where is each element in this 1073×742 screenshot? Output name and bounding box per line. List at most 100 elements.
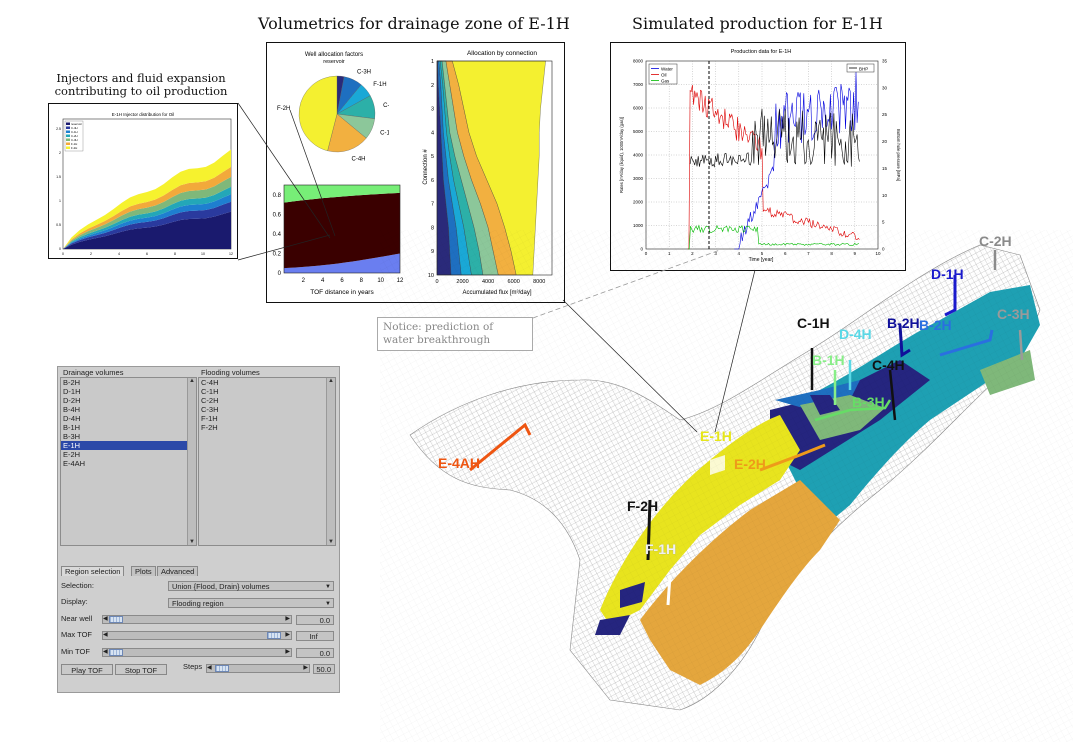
well-label-e2h: E-2H — [734, 456, 766, 472]
injector-ytick: 2.5 — [56, 127, 61, 131]
steps-value[interactable]: 50.0 — [313, 664, 335, 674]
near-well-value[interactable]: 0.0 — [296, 615, 334, 625]
selection-dropdown[interactable]: Union {Flood, Drain} volumes ▼ — [168, 581, 334, 591]
injector-area-4 — [63, 176, 231, 249]
tab-plots[interactable]: Plots — [131, 566, 156, 576]
min-tof-value[interactable]: 0.0 — [296, 648, 334, 658]
tof-xtick: 4 — [321, 278, 325, 284]
flooding-list-item[interactable]: C-4H — [201, 378, 219, 387]
tab-region-selection[interactable]: Region selection — [61, 566, 125, 576]
max-tof-label: Max TOF — [61, 630, 92, 639]
drainage-list-item[interactable]: E-2H — [63, 450, 81, 459]
drainage-list-item[interactable]: B-3H — [63, 432, 81, 441]
injector-legend-swatch — [66, 142, 70, 145]
production-ytick-right: 25 — [882, 112, 888, 117]
production-ytick-right: 35 — [882, 59, 888, 64]
flooding-list-item[interactable]: C-3H — [201, 405, 219, 414]
injector-figure: E-1H Injector distribution for Oil reser… — [48, 103, 238, 259]
slider-right-arrow-icon[interactable]: ▶ — [285, 649, 290, 655]
production-ytick-left: 8000 — [633, 59, 644, 64]
steps-label: Steps — [183, 662, 203, 671]
reservoir-model — [380, 230, 1073, 742]
production-ytick-right: 15 — [882, 166, 888, 171]
injector-xtick: 12 — [229, 252, 233, 256]
slider-left-arrow-icon[interactable]: ◀ — [103, 649, 108, 655]
slider-thumb[interactable] — [215, 665, 229, 672]
injector-area-3 — [63, 186, 231, 249]
scroll-down-icon[interactable]: ▼ — [189, 539, 195, 545]
injector-xtick: 10 — [201, 252, 205, 256]
slider-left-arrow-icon[interactable]: ◀ — [103, 616, 108, 622]
slider-right-arrow-icon[interactable]: ▶ — [285, 632, 290, 638]
scroll-up-icon[interactable]: ▲ — [328, 378, 334, 384]
production-series-bhp — [689, 108, 860, 168]
max-tof-value[interactable]: Inf — [296, 631, 334, 641]
near-well-slider[interactable]: ◀ ▶ — [102, 615, 292, 624]
injector-legend-swatch — [66, 122, 70, 125]
volumetrics-title: Volumetrics for drainage zone of E-1H — [258, 14, 570, 33]
production-ytick-left: 6000 — [633, 106, 644, 111]
well-label-b2h-2: B-2H — [919, 317, 952, 333]
slider-right-arrow-icon[interactable]: ▶ — [303, 665, 308, 671]
drainage-list-item[interactable]: B-1H — [63, 423, 81, 432]
drainage-list-item[interactable]: D-4H — [63, 414, 81, 423]
drainage-list-item[interactable]: E-1H — [61, 441, 196, 450]
flooding-list-item[interactable]: F-1H — [201, 414, 218, 423]
tab-advanced[interactable]: Advanced — [157, 566, 199, 576]
injector-legend-label: C-3H — [71, 138, 78, 142]
slider-thumb[interactable] — [109, 616, 123, 623]
drainage-list-item[interactable]: D-2H — [63, 396, 81, 405]
injectors-title-line2: contributing to oil production — [54, 84, 228, 98]
injectors-title: Injectors and fluid expansion contributi… — [42, 72, 240, 98]
slider-right-arrow-icon[interactable]: ▶ — [285, 616, 290, 622]
production-ytick-right: 5 — [882, 220, 885, 225]
flooding-list-item[interactable]: C-1H — [201, 387, 219, 396]
min-tof-label: Min TOF — [61, 647, 90, 656]
near-well-label: Near well — [61, 614, 93, 623]
play-tof-button[interactable]: Play TOF — [61, 664, 113, 675]
min-tof-slider[interactable]: ◀ ▶ — [102, 648, 292, 657]
injector-ytick: 1.5 — [56, 175, 61, 179]
drainage-list-item[interactable]: B-2H — [63, 378, 81, 387]
allocation-ytick: 3 — [431, 107, 434, 113]
tof-ytick: 0 — [278, 271, 282, 277]
well-label-b3h: B-3H — [852, 394, 885, 410]
flooding-list-item[interactable]: C-2H — [201, 396, 219, 405]
injector-legend-swatch — [66, 126, 70, 129]
slider-left-arrow-icon[interactable]: ◀ — [207, 665, 212, 671]
slider-thumb[interactable] — [109, 649, 123, 656]
tof-xlabel: TOF distance in years — [310, 289, 374, 296]
flooding-scrollbar[interactable]: ▲ ▼ — [326, 378, 335, 545]
drainage-list-item[interactable]: D-1H — [63, 387, 81, 396]
drainage-scrollbar[interactable]: ▲ ▼ — [187, 378, 196, 545]
notice-line2: water breakthrough — [383, 334, 491, 346]
injector-legend-swatch — [66, 138, 70, 141]
scroll-down-icon[interactable]: ▼ — [328, 539, 334, 545]
allocation-ytick: 1 — [431, 59, 434, 65]
drainage-list-item[interactable]: E-4AH — [63, 459, 86, 468]
scroll-up-icon[interactable]: ▲ — [189, 378, 195, 384]
production-ytick-right: 20 — [882, 139, 888, 144]
production-chart: Production data for E-1H 0 1 2 3 4 5 6 7 8 9 10 01… — [619, 49, 901, 263]
injector-legend-label: F-2H — [71, 146, 77, 150]
production-legend-label: Gas — [661, 79, 670, 84]
steps-slider[interactable]: ◀ ▶ — [206, 664, 310, 673]
production-ylabel-left: Rates [m³/day (liquid), 1000m³/day (gas)… — [619, 117, 624, 193]
max-tof-slider[interactable]: ◀ ▶ — [102, 631, 292, 640]
selection-label: Selection: — [61, 581, 94, 590]
injector-legend-swatch — [66, 146, 70, 149]
slider-left-arrow-icon[interactable]: ◀ — [103, 632, 108, 638]
slider-thumb[interactable] — [267, 632, 281, 639]
stop-tof-button[interactable]: Stop TOF — [115, 664, 167, 675]
simulated-production-title: Simulated production for E-1H — [632, 14, 883, 33]
production-ylabel-right: Bottom hole pressure [MPa] — [896, 129, 901, 181]
well-label-c3h: C-3H — [997, 306, 1030, 322]
flooding-list-item[interactable]: F-2H — [201, 423, 218, 432]
pie-label: C-4H — [352, 157, 366, 163]
drainage-list[interactable]: B-2H D-1H D-2H B-4H D-4H B-1H B-3H E-1H E-2H E-4A… — [60, 377, 197, 546]
production-legend-label: Oil — [661, 73, 667, 78]
injector-legend-swatch — [66, 130, 70, 133]
display-dropdown[interactable]: Flooding region ▼ — [168, 598, 334, 608]
drainage-list-item[interactable]: B-4H — [63, 405, 81, 414]
flooding-list[interactable]: C-4H C-1H C-2H C-3H F-1H F-2H ▲ ▼ — [198, 377, 336, 546]
